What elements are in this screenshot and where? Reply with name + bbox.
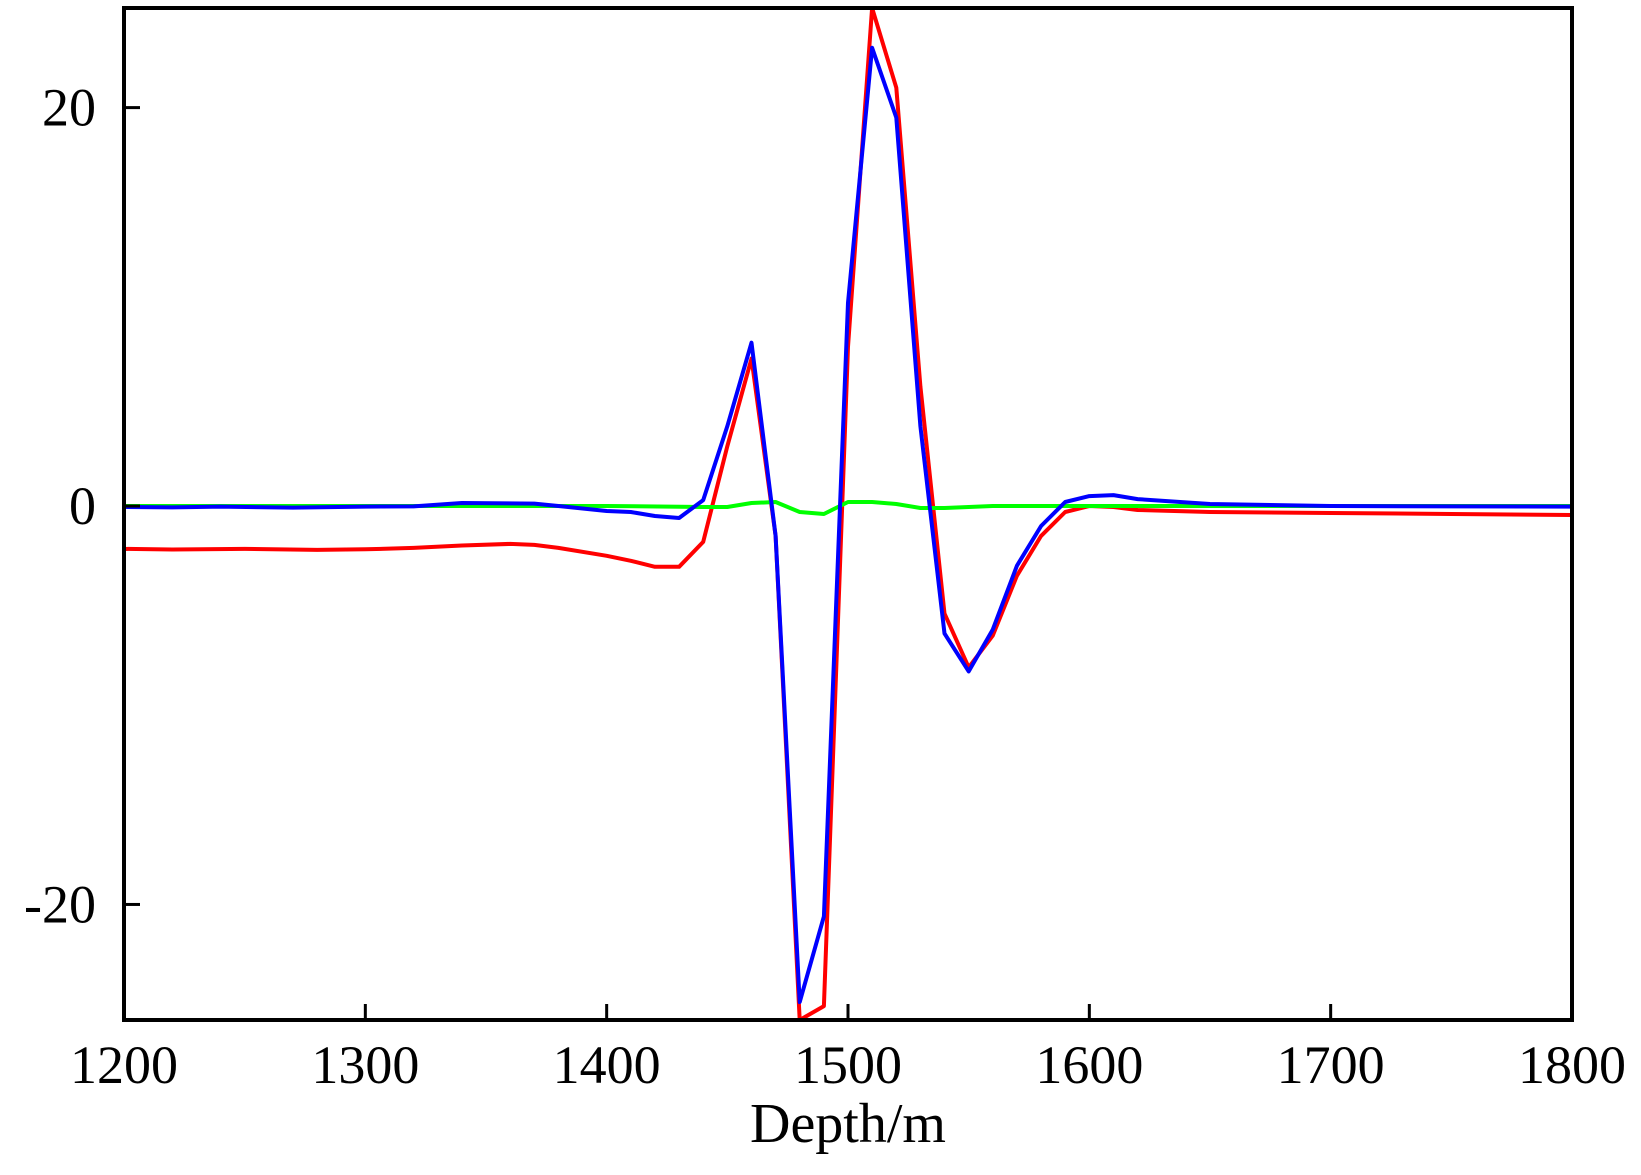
x-axis-label: Depth/m [750,1093,946,1155]
x-tick-label: 1700 [1277,1035,1385,1095]
x-tick-label: 1600 [1035,1035,1143,1095]
series-line-3 [123,45,1573,1005]
plot-frame [122,6,1574,1022]
x-tick-label: 1500 [794,1035,902,1095]
y-axis: -20 0 20 [24,78,140,934]
x-tick-label: 1200 [70,1035,178,1095]
x-axis: 1200 1300 1400 1500 1600 1700 1800 [70,1004,1626,1095]
x-tick-label: 1800 [1518,1035,1626,1095]
y-tick-label: -20 [24,874,96,934]
y-tick-label: 20 [42,78,96,138]
x-tick-label: 1400 [553,1035,661,1095]
series-line-2 [124,500,1572,516]
x-tick-label: 1300 [311,1035,419,1095]
y-tick-label: 0 [69,476,96,536]
series-line-1 [123,6,1573,1022]
series-layer [123,6,1573,1022]
